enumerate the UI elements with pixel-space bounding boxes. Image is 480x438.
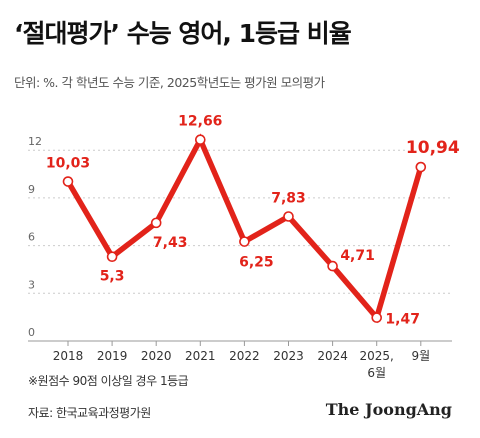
data-point [106,251,118,263]
data-point [150,217,162,229]
y-axis-ticks: 0 3 6 9 12 [28,135,42,339]
data-point [327,260,338,272]
x-tick-label: 2025, [360,349,394,363]
data-labels: 10,03 5,3 7,43 12,66 6,25 7,83 4,71 1,47 10,94 [44,112,461,329]
data-point [283,211,294,222]
data-point [239,236,250,247]
chart-subtitle: 단위: %. 각 학년도 수능 기준, 2025학년도는 평가원 모의평가 [14,75,325,90]
footnote: ※원점수 90점 이상일 경우 1등급 [28,374,189,388]
y-tick-label: 9 [28,183,35,196]
series [65,133,424,324]
x-tick-label: 2019 [97,349,128,363]
x-tick-label: 2022 [229,349,260,363]
data-label: 7,43 [153,235,188,251]
y-tick-label: 12 [28,135,42,148]
data-point [415,161,427,173]
grid-lines [28,149,452,342]
x-tick-label: 2024 [317,349,348,363]
data-point [62,176,74,187]
data-label: 7,83 [271,191,306,207]
data-label: 6,25 [239,255,274,271]
brand-logo: The JoongAng [325,400,452,419]
y-tick-label: 6 [28,231,35,244]
x-tick-label: 2023 [273,349,304,363]
source-note: 자료: 한국교육과정평가원 [28,406,151,420]
data-point [371,312,383,323]
data-label: 10,03 [46,156,90,172]
y-tick-label: 3 [28,278,35,291]
data-label: 1,47 [385,312,420,328]
data-points [62,134,427,323]
data-label: 4,71 [340,248,375,264]
x-tick-label: 2018 [53,349,84,363]
data-label: 12,66 [178,114,222,130]
x-tick-sublabel: 6월 [367,366,386,380]
x-axis: 2018 2019 2020 2021 2022 2023 2024 2025, 6월 9월 [53,341,430,380]
data-label: 5,3 [100,269,125,285]
data-point [195,134,206,146]
y-tick-label: 0 [28,326,35,339]
series-line [65,133,424,324]
chart-title: ‘절대평가’ 수능 영어, 1등급 비율 [14,19,352,48]
data-label: 10,94 [406,138,460,158]
x-tick-label: 2021 [185,349,216,363]
x-tick-label: 9월 [411,349,430,363]
x-tick-label: 2020 [141,349,172,363]
